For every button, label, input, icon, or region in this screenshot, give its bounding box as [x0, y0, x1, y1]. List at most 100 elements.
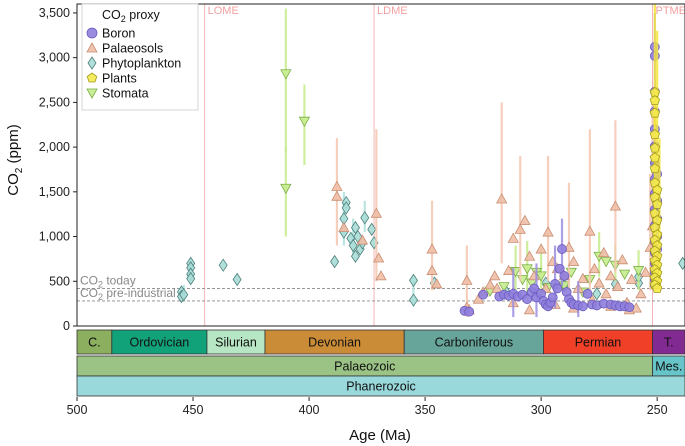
legend-marker-palaeosols: [86, 42, 98, 53]
phytoplankton-point: [341, 201, 351, 215]
y-tick-label: 1,500: [39, 185, 70, 199]
phytoplankton-point: [186, 271, 196, 286]
boron-point: [464, 306, 475, 317]
phytoplankton-point: [330, 254, 340, 269]
period-t-label: T.: [664, 336, 674, 350]
axes: Age (Ma) CO2 (ppm) 0 500 1,000 1,500 2,000 2,…: [5, 3, 685, 444]
x-tick-label: 450: [183, 403, 204, 417]
legend: CO2 proxy BoronPalaeosolsPhytoplanktonPl…: [81, 3, 199, 111]
boron-point: [624, 302, 635, 313]
plot-inner: [77, 4, 685, 326]
boron-point: [559, 271, 570, 281]
boron-point: [554, 263, 565, 274]
series-palaeosols: [331, 102, 659, 318]
palaeosols-point: [356, 234, 369, 245]
boron-point: [557, 244, 567, 254]
x-tick-label: 350: [415, 403, 436, 417]
period-c-band: [76, 329, 113, 355]
plants-point: [649, 129, 661, 140]
palaeosols-point: [495, 193, 508, 204]
era-mes-label: Mes.: [655, 360, 682, 374]
palaeosols-point: [625, 273, 638, 284]
reference-label-1: CO2 pre-industrial: [80, 286, 176, 302]
period-permian-band: [543, 329, 653, 355]
series-plants: [649, 4, 663, 293]
palaeosols-point: [375, 270, 387, 281]
event-label-lome: LOME: [208, 5, 239, 17]
palaeosols-point: [605, 270, 617, 281]
stomata-point: [632, 266, 645, 277]
phytoplankton-point: [179, 287, 189, 302]
palaeosols-point: [461, 274, 473, 285]
reference-label-0: CO2 today: [80, 273, 136, 289]
y-tick-label: 2,500: [39, 95, 70, 109]
stomata-point: [516, 275, 529, 286]
palaeosols-point: [593, 277, 605, 288]
stomata-point: [498, 282, 510, 293]
plants-point: [649, 163, 661, 174]
palaeosols-point: [331, 190, 343, 201]
palaeosols-point: [519, 214, 531, 225]
stomata-point: [600, 257, 612, 268]
palaeosols-point: [426, 264, 438, 275]
period-silurian-band: [206, 329, 266, 355]
legend-marker-boron: [86, 27, 98, 39]
palaeosols-point: [484, 279, 496, 290]
x-tick-label: 250: [647, 403, 668, 417]
palaeosols-point: [616, 253, 629, 265]
legend-marker-phytoplankton: [87, 56, 97, 70]
palaeosols-point: [584, 225, 596, 236]
palaeosols-point: [331, 180, 343, 191]
y-tick-label: 2,000: [39, 140, 70, 154]
geologic-timescale: C. Ordovician Silurian Devonian Carboniferou…: [76, 329, 685, 397]
palaeosols-point: [370, 207, 383, 218]
period-silurian-label: Silurian: [215, 336, 257, 350]
y-tick-label: 3,500: [39, 6, 70, 20]
legend-label-stomata: Stomata: [102, 87, 149, 101]
palaeosols-point: [547, 255, 559, 267]
palaeosols-point: [542, 226, 554, 237]
palaeosols-point: [635, 287, 647, 299]
plants-point: [649, 152, 661, 163]
boron-point: [522, 294, 533, 305]
period-carboniferous-label: Carboniferous: [435, 336, 514, 350]
palaeosols-point: [502, 264, 515, 275]
period-t-band: [652, 329, 685, 355]
palaeosols-point: [612, 280, 624, 292]
y-tick-label: 1,000: [39, 230, 70, 244]
series-boron: [459, 12, 663, 318]
phytoplankton-point: [350, 249, 360, 263]
phytoplankton-point: [409, 273, 418, 288]
palaeosols-point: [372, 252, 385, 263]
legend-title: CO2 proxy: [102, 8, 161, 24]
period-carboniferous-band: [403, 329, 544, 355]
phytoplankton-point: [232, 272, 242, 287]
boron-point: [552, 283, 563, 294]
era-palaeozoic-label: Palaeozoic: [334, 360, 395, 374]
plants-point: [651, 198, 663, 209]
period-devonian-band: [264, 329, 405, 355]
phytoplankton-point: [678, 256, 685, 271]
stomata-point: [521, 264, 533, 275]
phytoplankton-point: [409, 293, 418, 307]
palaeosols-point: [426, 243, 438, 254]
x-tick-label: 300: [531, 403, 552, 417]
palaeosols-point: [489, 270, 501, 281]
legend-box: [81, 3, 199, 111]
legend-label-plants: Plants: [102, 72, 137, 86]
palaeosols-point: [609, 200, 622, 211]
stomata-point: [280, 69, 292, 80]
y-tick-label: 500: [49, 274, 70, 288]
palaeosols-point: [600, 287, 612, 299]
phytoplankton-point: [218, 258, 228, 272]
boron-point: [547, 292, 558, 303]
x-tick-label: 400: [299, 403, 320, 417]
stomata-point: [280, 183, 292, 195]
palaeosols-point: [431, 278, 443, 289]
palaeosols-point: [338, 221, 350, 233]
phytoplankton-point: [367, 222, 377, 237]
y-axis-title-main: CO: [5, 173, 22, 196]
stomata-point: [535, 271, 547, 282]
plot-frame: [76, 3, 685, 327]
